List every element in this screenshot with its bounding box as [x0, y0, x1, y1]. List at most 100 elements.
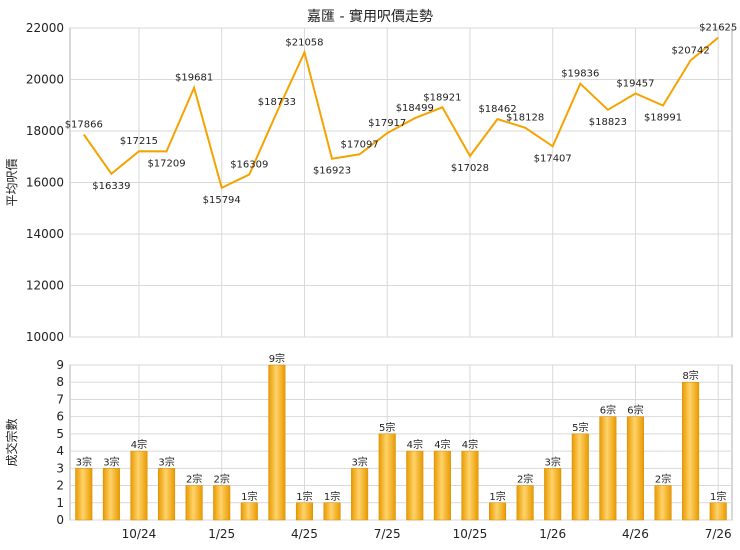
count-bar: [323, 502, 341, 521]
bottom-y-tick-label: 2: [56, 479, 64, 493]
count-bar: [626, 416, 644, 521]
count-data-label: 8宗: [682, 369, 698, 382]
count-data-label: 4宗: [407, 438, 423, 451]
bottom-y-tick-label: 7: [56, 392, 64, 406]
top-y-tick-label: 14000: [26, 227, 64, 241]
count-bar: [406, 450, 424, 521]
count-data-label: 3宗: [545, 455, 561, 468]
price-data-label: $18128: [506, 113, 544, 124]
count-data-label: 2宗: [655, 473, 671, 486]
top-y-tick-label: 16000: [26, 176, 64, 190]
count-bar: [571, 433, 589, 521]
count-bar: [489, 502, 507, 521]
x-tick-label: 7/26: [705, 527, 732, 541]
x-tick-label: 4/26: [622, 527, 649, 541]
count-bar: [185, 485, 203, 521]
count-data-label: 4宗: [131, 438, 147, 451]
count-data-label: 4宗: [434, 438, 450, 451]
count-data-label: 3宗: [76, 455, 92, 468]
count-data-label: 5宗: [572, 421, 588, 434]
count-bar: [709, 502, 727, 521]
price-data-label: $18499: [396, 103, 434, 114]
x-tick-label: 10/25: [453, 527, 488, 541]
bottom-y-tick-label: 6: [56, 410, 64, 424]
count-bar: [544, 468, 562, 521]
price-data-label: $21058: [285, 37, 323, 48]
bottom-y-axis-label: 成交宗數: [4, 418, 19, 466]
top-y-tick-label: 18000: [26, 124, 64, 138]
price-data-label: $20742: [672, 45, 710, 56]
bottom-plot-area: [69, 364, 733, 521]
price-data-label: $21625: [699, 23, 737, 34]
count-data-label: 1宗: [324, 490, 340, 503]
top-y-tick-label: 10000: [26, 330, 64, 344]
count-data-label: 1宗: [489, 490, 505, 503]
price-line: [82, 36, 719, 190]
price-data-label: $19457: [616, 78, 654, 89]
bottom-y-tick-label: 8: [56, 375, 64, 389]
count-data-label: 3宗: [351, 455, 367, 468]
count-data-label: 9宗: [269, 352, 285, 365]
count-data-label: 1宗: [241, 490, 257, 503]
top-y-tick-label: 20000: [26, 73, 64, 87]
count-data-label: 2宗: [517, 473, 533, 486]
top-y-tick-label: 12000: [26, 279, 64, 293]
count-bar: [295, 502, 313, 521]
bottom-y-tick-label: 1: [56, 496, 64, 510]
price-data-label: $18733: [258, 97, 296, 108]
count-bar: [351, 468, 369, 521]
price-data-label: $19836: [561, 69, 599, 80]
chart-title: 嘉匯 - 實用呎價走勢: [307, 9, 433, 25]
count-bar: [158, 468, 176, 521]
count-bar: [599, 416, 617, 521]
count-bar: [682, 381, 700, 521]
count-data-label: 5宗: [379, 421, 395, 434]
count-bar: [75, 468, 93, 521]
count-data-label: 6宗: [600, 404, 616, 417]
bottom-y-tick-label: 0: [56, 513, 64, 527]
price-data-label: $17215: [120, 136, 158, 147]
x-tick-label: 1/25: [208, 527, 235, 541]
price-data-label: $18823: [589, 117, 627, 128]
top-y-tick-label: 22000: [26, 21, 64, 35]
price-data-label: $16339: [92, 181, 130, 192]
count-bar: [433, 450, 451, 521]
count-data-label: 3宗: [103, 455, 119, 468]
count-data-label: 1宗: [296, 490, 312, 503]
count-data-label: 1宗: [710, 490, 726, 503]
count-bar: [240, 502, 258, 521]
price-data-label: $17866: [65, 119, 103, 130]
count-data-label: 2宗: [214, 473, 230, 486]
price-data-label: $17917: [368, 118, 406, 129]
bottom-y-tick-label: 4: [56, 444, 64, 458]
count-bar: [268, 364, 286, 521]
x-tick-label: 10/24: [122, 527, 157, 541]
price-data-label: $18991: [644, 112, 682, 123]
count-bar: [102, 468, 120, 521]
price-data-label: $19681: [175, 73, 213, 84]
price-data-label: $18462: [478, 104, 516, 115]
count-bar: [461, 450, 479, 521]
count-bar: [516, 485, 534, 521]
count-bar: [213, 485, 231, 521]
bottom-y-tick-label: 3: [56, 461, 64, 475]
count-bar: [654, 485, 672, 521]
bottom-y-tick-label: 5: [56, 427, 64, 441]
count-bar: [378, 433, 396, 521]
count-bar: [130, 450, 148, 521]
x-tick-label: 7/25: [374, 527, 401, 541]
price-data-label: $17028: [451, 163, 489, 174]
bottom-y-tick-label: 9: [56, 358, 64, 372]
price-data-label: $17097: [341, 139, 379, 150]
count-data-label: 6宗: [627, 404, 643, 417]
price-data-label: $17407: [534, 153, 572, 164]
count-data-label: 3宗: [158, 455, 174, 468]
price-data-label: $16309: [230, 160, 268, 171]
price-data-label: $18921: [423, 92, 461, 103]
x-tick-label: 1/26: [539, 527, 566, 541]
price-data-label: $16923: [313, 166, 351, 177]
price-data-label: $17209: [147, 158, 185, 169]
count-data-label: 2宗: [186, 473, 202, 486]
